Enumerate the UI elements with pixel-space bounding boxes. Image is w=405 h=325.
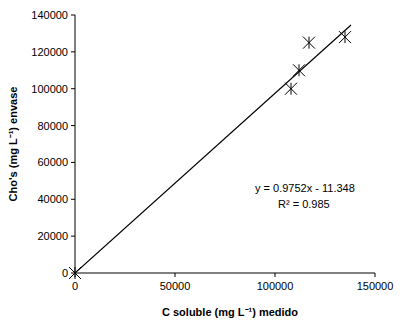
y-tick bbox=[71, 199, 75, 200]
y-tick bbox=[71, 162, 75, 163]
x-tick bbox=[175, 273, 176, 277]
point bbox=[69, 267, 81, 279]
x-tick-label: 50000 bbox=[160, 280, 191, 292]
points bbox=[69, 31, 351, 279]
y-tick bbox=[71, 88, 75, 89]
chart: 0 20000 40000 60000 80000 100000 120000 140000 0… bbox=[0, 0, 405, 325]
y-axis-line bbox=[75, 15, 76, 273]
trendline bbox=[75, 25, 351, 273]
chart-container: 0 20000 40000 60000 80000 100000 120000 140000 0… bbox=[0, 0, 405, 325]
r2-label: R² = 0.985 bbox=[278, 198, 330, 210]
y-tick-label: 0 bbox=[62, 267, 68, 279]
x-tick bbox=[275, 273, 276, 277]
y-tick-label: 100000 bbox=[31, 83, 68, 95]
y-tick bbox=[71, 51, 75, 52]
y-axis-label: Cho's (mg L⁻¹) envase bbox=[7, 87, 19, 202]
point bbox=[285, 83, 297, 95]
y-tick-label: 140000 bbox=[31, 9, 68, 21]
x-tick bbox=[375, 273, 376, 277]
y-tick bbox=[71, 15, 75, 16]
point bbox=[339, 31, 351, 43]
x-axis-line bbox=[75, 273, 375, 274]
y-tick-label: 40000 bbox=[37, 193, 68, 205]
y-tick-label: 20000 bbox=[37, 230, 68, 242]
y-tick bbox=[71, 125, 75, 126]
y-tick bbox=[71, 236, 75, 237]
y-tick-label: 80000 bbox=[37, 120, 68, 132]
point bbox=[303, 37, 315, 49]
y-tick-label: 120000 bbox=[31, 46, 68, 58]
equation-label: y = 0.9752x - 11.348 bbox=[255, 182, 355, 194]
point bbox=[293, 64, 305, 76]
x-axis-label: C soluble (mg L⁻¹) medido bbox=[162, 306, 298, 318]
x-tick-label: 100000 bbox=[257, 280, 294, 292]
x-tick-label: 0 bbox=[72, 280, 78, 292]
y-tick-label: 60000 bbox=[37, 156, 68, 168]
trendline-group bbox=[75, 25, 351, 273]
x-tick-label: 150000 bbox=[357, 280, 394, 292]
